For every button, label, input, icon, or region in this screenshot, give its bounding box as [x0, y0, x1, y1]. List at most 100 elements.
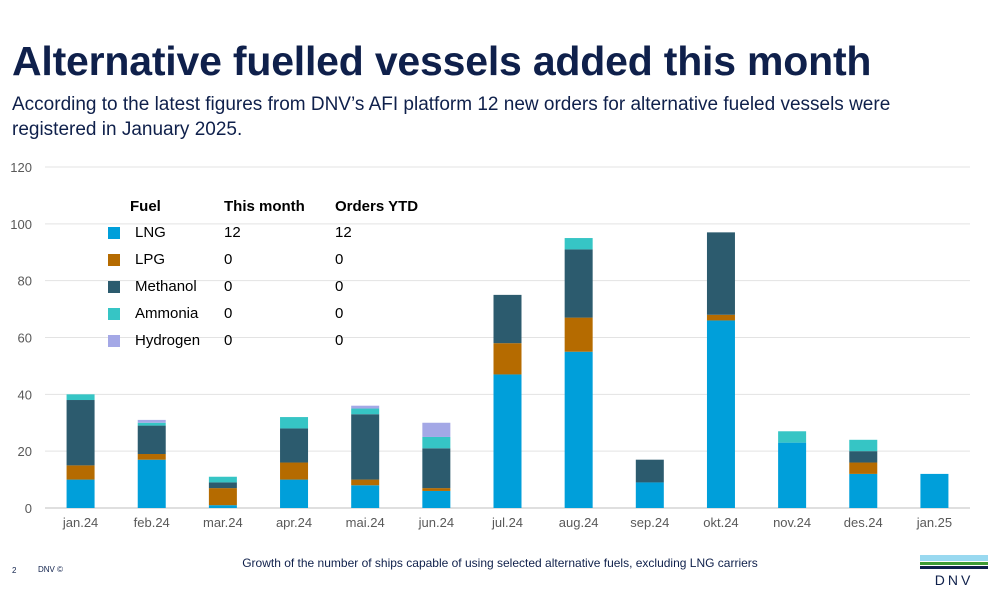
legend-row-lpg: LPG 0 0	[108, 246, 435, 273]
legend-swatch	[108, 253, 120, 266]
bar-ammonia-des.24	[849, 439, 878, 452]
chart-caption: Growth of the number of ships capable of…	[242, 556, 758, 570]
legend-header-this-month: This month	[224, 197, 305, 215]
legend-this-month-value: 0	[224, 278, 233, 295]
x-axis-ticks: jan.24 feb.24 mar.24 apr.24 mai.24 jun.24 jul.…	[62, 515, 952, 530]
logo-band-mid	[920, 562, 988, 565]
bar-ammonia-feb.24	[137, 422, 166, 426]
y-tick-label: 20	[18, 444, 32, 459]
bar-methanol-des.24	[849, 451, 878, 463]
bar-ammonia-apr.24	[280, 417, 309, 429]
bar-methanol-sep.24	[635, 459, 664, 483]
bar-ammonia-aug.24	[564, 238, 593, 250]
bar-methanol-aug.24	[564, 249, 593, 318]
bar-lng-apr.24	[280, 479, 309, 508]
legend-row-methanol: Methanol 0 0	[108, 273, 435, 300]
y-tick-label: 40	[18, 387, 32, 402]
y-axis-ticks: 0 20 40 60 80 100 120	[10, 160, 32, 516]
x-tick-label: jun.24	[418, 515, 454, 530]
y-tick-label: 0	[25, 501, 32, 516]
bar-ammonia-nov.24	[778, 431, 807, 443]
bars	[66, 232, 949, 508]
x-tick-label: jul.24	[491, 515, 523, 530]
y-tick-label: 80	[18, 274, 32, 289]
bar-lpg-okt.24	[706, 314, 735, 321]
legend-ytd-value: 0	[335, 305, 344, 322]
x-tick-label: nov.24	[773, 515, 811, 530]
legend-fuel-label: LPG	[135, 251, 166, 268]
legend-row-lng: LNG 12 12	[108, 219, 435, 246]
bar-methanol-feb.24	[137, 425, 166, 455]
bar-methanol-jul.24	[493, 294, 522, 344]
y-tick-label: 120	[10, 160, 32, 175]
page-title: Alternative fuelled vessels added this m…	[12, 38, 872, 84]
bar-methanol-mar.24	[208, 482, 237, 489]
legend-ytd-value: 12	[335, 224, 352, 241]
bar-lng-jun.24	[422, 490, 451, 508]
legend-this-month-value: 12	[224, 224, 241, 241]
y-tick-label: 100	[10, 217, 32, 232]
legend-ytd-value: 0	[335, 251, 344, 268]
copyright-text: DNV ©	[38, 565, 64, 574]
legend-row-hydrogen: Hydrogen 0 0	[108, 327, 435, 354]
bar-lpg-des.24	[849, 462, 878, 474]
x-tick-label: jan.24	[62, 515, 98, 530]
bar-lng-nov.24	[778, 442, 807, 508]
bar-lpg-jul.24	[493, 343, 522, 375]
bar-lng-aug.24	[564, 351, 593, 508]
legend-fuel-cell: LNG	[108, 224, 224, 241]
bar-lng-mai.24	[351, 485, 380, 508]
logo-band-top	[920, 555, 988, 561]
bar-lng-feb.24	[137, 459, 166, 508]
bar-methanol-jun.24	[422, 448, 451, 489]
legend-row-ammonia: Ammonia 0 0	[108, 300, 435, 327]
x-tick-label: jan.25	[916, 515, 952, 530]
x-tick-label: des.24	[844, 515, 883, 530]
bar-lpg-mar.24	[208, 488, 237, 506]
bar-lng-jan.25	[920, 473, 949, 508]
page-number: 2	[12, 566, 17, 575]
bar-lpg-aug.24	[564, 317, 593, 352]
x-tick-label: feb.24	[134, 515, 170, 530]
x-tick-label: okt.24	[703, 515, 738, 530]
bar-lng-sep.24	[635, 482, 664, 508]
legend-fuel-label: Ammonia	[135, 305, 199, 322]
logo-band-low	[920, 566, 988, 569]
x-tick-label: aug.24	[559, 515, 599, 530]
legend-fuel-cell: Methanol	[108, 278, 224, 295]
bar-methanol-apr.24	[280, 428, 309, 463]
bar-hydrogen-feb.24	[137, 419, 166, 423]
page-subtitle: According to the latest figures from DNV…	[12, 94, 891, 140]
legend-this-month-value: 0	[224, 251, 233, 268]
legend-header-row: Fuel This month Orders YTD	[108, 193, 435, 219]
legend-fuel-label: Methanol	[135, 278, 197, 295]
legend-ytd-value: 0	[335, 332, 344, 349]
legend-rows: LNG 12 12 LPG 0 0 Methanol 0 0 Ammonia 0 0 Hydrogen 0…	[108, 219, 435, 354]
bar-lpg-apr.24	[280, 462, 309, 480]
bar-methanol-mai.24	[351, 414, 380, 480]
bar-ammonia-jun.24	[422, 436, 451, 449]
legend-this-month-value: 0	[224, 305, 233, 322]
legend-fuel-label: LNG	[135, 224, 166, 241]
legend-table: Fuel This month Orders YTD LNG 12 12 LPG 0 0 M…	[108, 193, 435, 354]
bar-lpg-jun.24	[422, 488, 451, 491]
y-tick-label: 60	[18, 331, 32, 346]
x-tick-label: mar.24	[203, 515, 243, 530]
logo-text: DNV	[934, 572, 974, 588]
legend-this-month-value: 0	[224, 332, 233, 349]
dnv-logo: DNV	[920, 555, 988, 588]
bar-lng-mar.24	[208, 505, 237, 508]
x-tick-label: sep.24	[630, 515, 669, 530]
bar-ammonia-jan.24	[66, 394, 95, 401]
legend-fuel-cell: LPG	[108, 251, 224, 268]
legend-swatch	[108, 307, 120, 320]
bar-hydrogen-mai.24	[351, 405, 380, 409]
bar-hydrogen-jun.24	[422, 422, 451, 437]
bar-ammonia-mar.24	[208, 476, 237, 483]
x-tick-label: mai.24	[346, 515, 385, 530]
legend-fuel-cell: Ammonia	[108, 305, 224, 322]
legend-swatch	[108, 280, 120, 293]
legend-ytd-value: 0	[335, 278, 344, 295]
bar-methanol-okt.24	[706, 232, 735, 315]
